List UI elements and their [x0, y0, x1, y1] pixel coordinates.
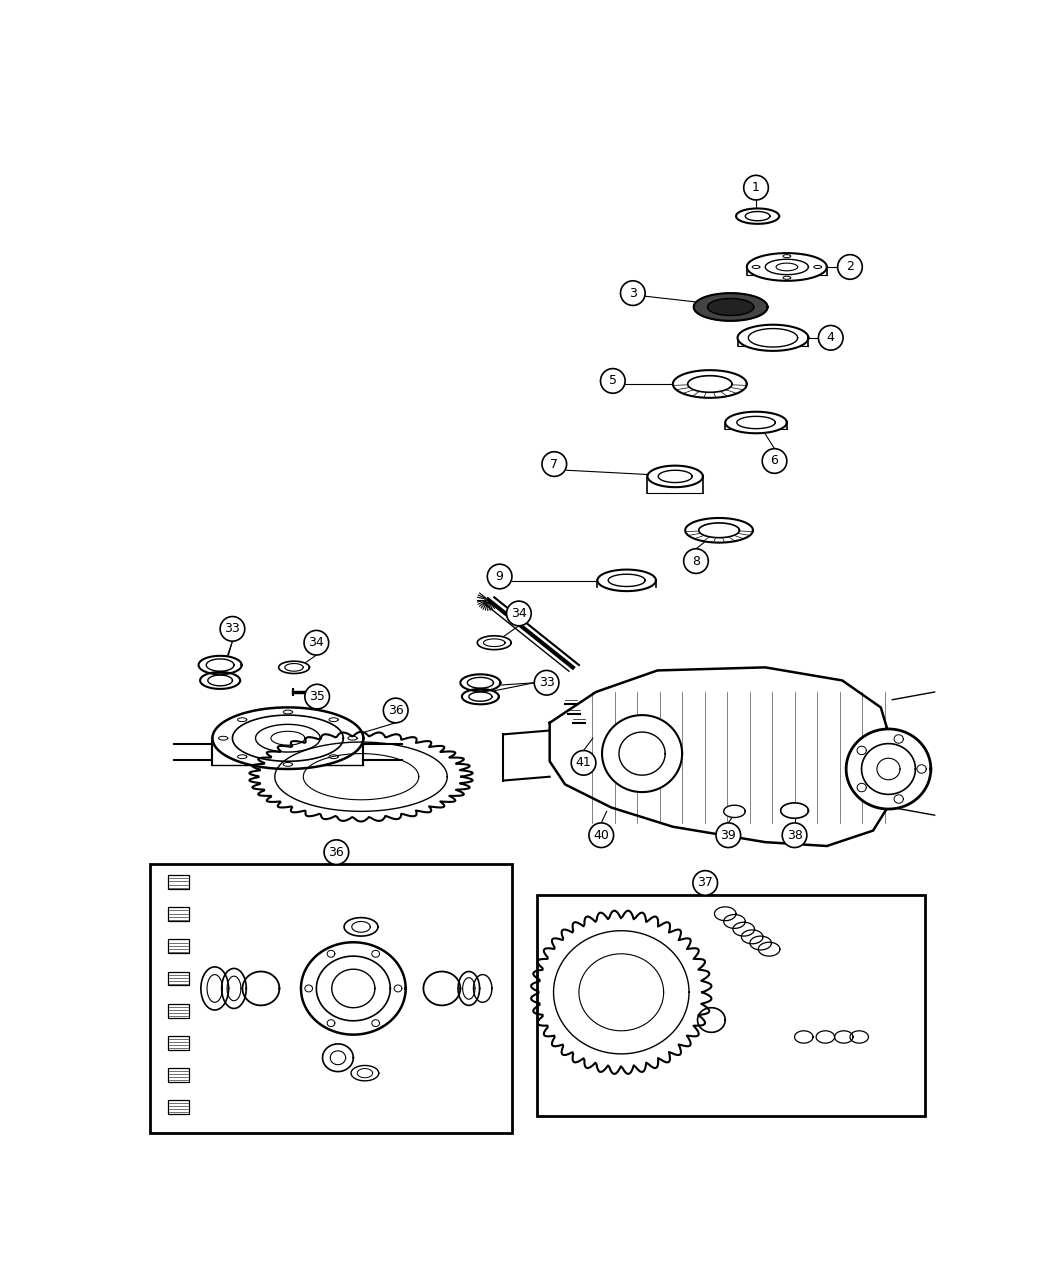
Bar: [168, 940, 189, 954]
Polygon shape: [478, 636, 511, 650]
Circle shape: [304, 685, 330, 709]
Polygon shape: [222, 969, 247, 1009]
Bar: [168, 1035, 189, 1049]
Polygon shape: [723, 914, 746, 928]
Circle shape: [838, 255, 862, 279]
Bar: [168, 908, 189, 922]
Polygon shape: [723, 806, 746, 817]
Polygon shape: [686, 518, 753, 543]
Circle shape: [762, 449, 786, 473]
Text: 8: 8: [692, 555, 700, 567]
Text: 35: 35: [309, 690, 326, 703]
Circle shape: [220, 617, 245, 641]
Polygon shape: [733, 922, 755, 936]
Circle shape: [506, 601, 531, 626]
Text: 34: 34: [309, 636, 324, 649]
Circle shape: [716, 822, 740, 848]
Polygon shape: [850, 1030, 868, 1043]
Polygon shape: [278, 662, 310, 673]
Text: 7: 7: [550, 458, 559, 470]
Text: 2: 2: [846, 260, 854, 273]
Polygon shape: [758, 942, 780, 956]
Polygon shape: [835, 1030, 853, 1043]
Polygon shape: [747, 254, 827, 280]
Polygon shape: [781, 803, 809, 819]
Polygon shape: [648, 465, 702, 487]
Polygon shape: [750, 936, 772, 950]
Polygon shape: [198, 655, 242, 674]
Text: 3: 3: [629, 287, 636, 300]
Text: 9: 9: [496, 570, 504, 583]
Polygon shape: [301, 942, 405, 1034]
Polygon shape: [201, 672, 240, 689]
Polygon shape: [602, 715, 682, 792]
Polygon shape: [694, 293, 768, 321]
Polygon shape: [351, 1066, 379, 1081]
Polygon shape: [741, 929, 763, 944]
Text: 33: 33: [225, 622, 240, 635]
Polygon shape: [474, 974, 491, 1002]
Polygon shape: [322, 1044, 353, 1071]
Text: 1: 1: [752, 181, 760, 194]
Text: 36: 36: [387, 704, 403, 717]
Polygon shape: [708, 298, 754, 315]
Polygon shape: [212, 708, 363, 769]
Circle shape: [818, 325, 843, 351]
Circle shape: [621, 280, 645, 306]
Polygon shape: [344, 918, 378, 936]
Circle shape: [534, 671, 559, 695]
Polygon shape: [737, 325, 808, 351]
Circle shape: [693, 871, 717, 895]
Text: 6: 6: [771, 454, 778, 468]
Polygon shape: [816, 1030, 835, 1043]
Text: 41: 41: [575, 756, 591, 769]
Polygon shape: [795, 1030, 813, 1043]
Text: 36: 36: [329, 845, 344, 858]
Circle shape: [324, 840, 349, 864]
Text: 34: 34: [511, 607, 527, 620]
Polygon shape: [714, 907, 736, 921]
Bar: [168, 1003, 189, 1017]
Text: 40: 40: [593, 829, 609, 842]
Bar: [168, 972, 189, 986]
Text: 39: 39: [720, 829, 736, 842]
Polygon shape: [673, 370, 747, 398]
Circle shape: [684, 548, 709, 574]
Circle shape: [601, 368, 625, 393]
Polygon shape: [846, 729, 931, 810]
Polygon shape: [597, 570, 656, 592]
Text: 33: 33: [539, 676, 554, 690]
Text: 4: 4: [826, 332, 835, 344]
Polygon shape: [460, 674, 501, 691]
Polygon shape: [243, 972, 279, 1006]
Polygon shape: [423, 972, 460, 1006]
Polygon shape: [736, 208, 779, 224]
Bar: [168, 875, 189, 889]
Circle shape: [782, 822, 806, 848]
Polygon shape: [458, 972, 480, 1006]
Circle shape: [589, 822, 613, 848]
Circle shape: [487, 564, 512, 589]
Polygon shape: [550, 667, 892, 847]
Circle shape: [743, 176, 769, 200]
Polygon shape: [201, 966, 229, 1010]
Circle shape: [571, 751, 596, 775]
Text: 38: 38: [786, 829, 802, 842]
Text: 37: 37: [697, 876, 713, 890]
Bar: [537, 895, 925, 1117]
Bar: [168, 1100, 189, 1114]
Bar: [150, 864, 512, 1133]
Circle shape: [542, 451, 567, 477]
Polygon shape: [726, 412, 786, 434]
Text: 5: 5: [609, 375, 616, 388]
Polygon shape: [462, 688, 499, 704]
Bar: [168, 1068, 189, 1082]
Circle shape: [304, 630, 329, 655]
Circle shape: [383, 699, 408, 723]
